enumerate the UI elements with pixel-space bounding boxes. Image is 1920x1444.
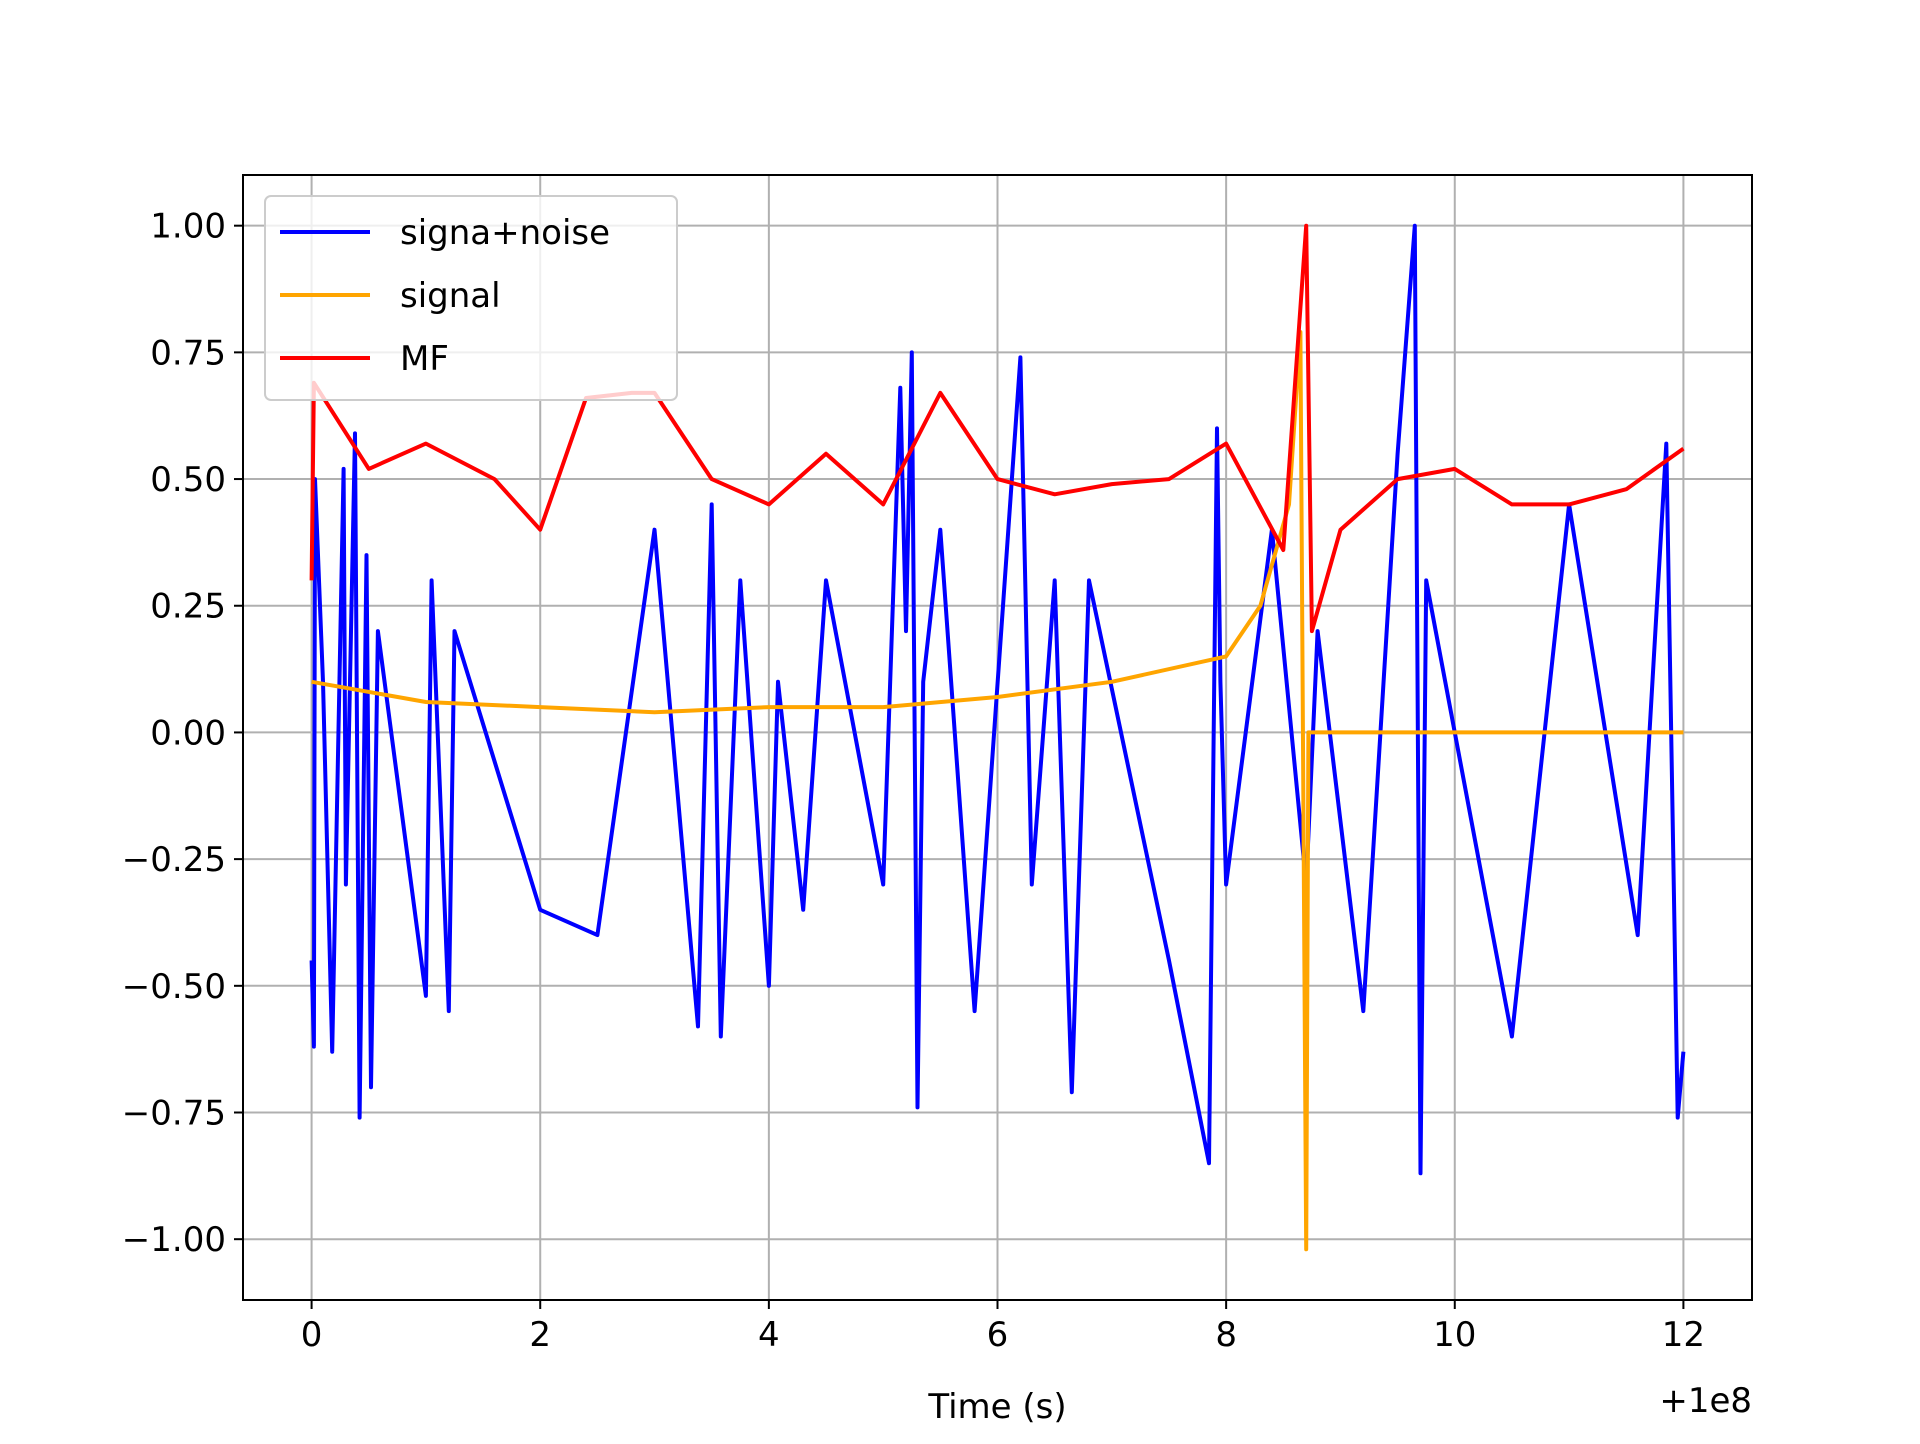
x-tick-label: 12 [1662,1315,1705,1355]
series-line-2 [309,223,1685,634]
axis-ticks: 0 2 4 6 8 10 12 1.00 0.75 0.50 0.25 0.00 −0.25 −0.50 −… [122,207,1705,1355]
legend-label: signal [400,276,501,316]
y-tick-label: −1.00 [122,1220,226,1260]
y-tick-label: 0.75 [150,333,226,373]
series-layer [309,223,1686,1252]
legend-box [264,195,678,401]
series-line-1 [311,330,1684,1252]
y-tick-label: 1.00 [150,207,226,247]
legend: signa+noise signal MF [264,195,678,401]
x-tick-label: 2 [529,1315,551,1355]
legend-label: signa+noise [400,213,610,253]
x-tick-label: 6 [987,1315,1009,1355]
x-axis-offset-label: +1e8 [1659,1381,1752,1421]
y-tick-label: 0.50 [150,460,226,500]
y-tick-label: −0.75 [122,1094,226,1134]
x-tick-label: 0 [301,1315,323,1355]
x-axis-label: Time (s) [927,1387,1066,1427]
x-tick-label: 10 [1433,1315,1476,1355]
y-tick-label: 0.00 [150,713,226,753]
series-line-0 [309,223,1686,1176]
x-tick-label: 4 [758,1315,780,1355]
y-tick-label: −0.50 [122,967,226,1007]
x-tick-label: 8 [1215,1315,1237,1355]
y-tick-label: −0.25 [122,840,226,880]
legend-label: MF [400,339,449,379]
y-tick-label: 0.25 [150,587,226,627]
